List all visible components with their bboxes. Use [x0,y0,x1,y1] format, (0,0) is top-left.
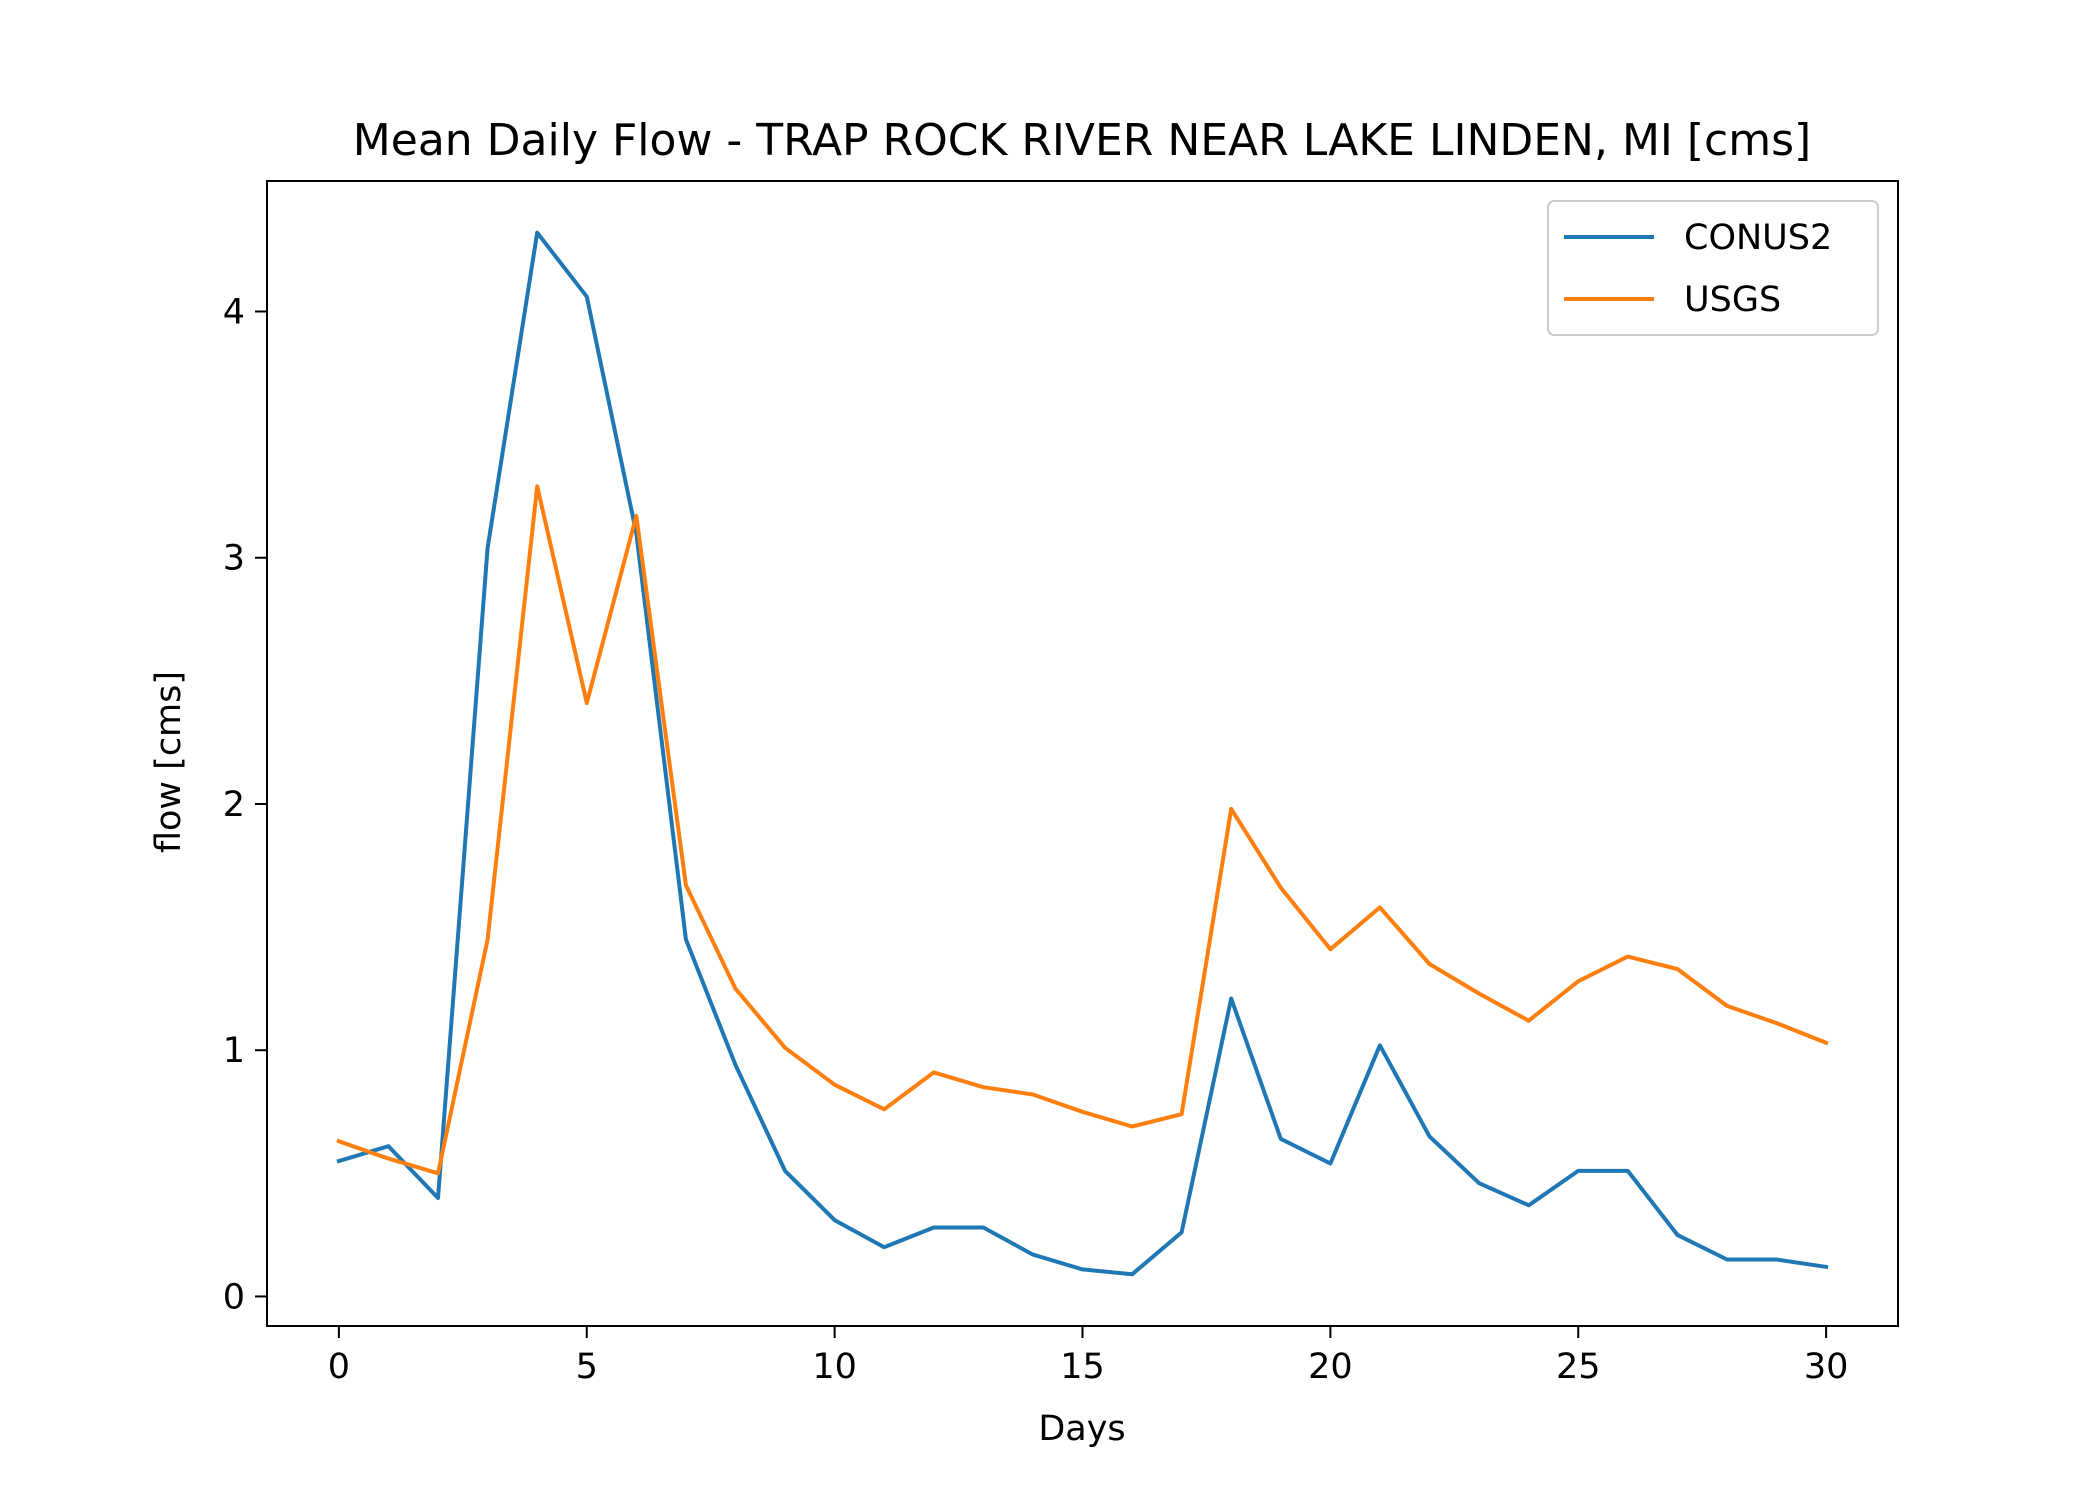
x-tick-label: 20 [1308,1347,1353,1387]
chart-title: Mean Daily Flow - TRAP ROCK RIVER NEAR L… [353,115,1811,166]
y-tick-label: 1 [223,1031,245,1071]
series-line-conus2 [336,230,1829,1277]
x-tick-label: 10 [812,1347,857,1387]
legend-box [1547,200,1879,336]
x-axis-label: Days [1038,1409,1125,1449]
y-tick-label: 0 [223,1277,245,1317]
x-axis: 0 5 10 15 20 25 30 [328,1326,1849,1387]
x-tick-label: 30 [1804,1347,1849,1387]
x-tick-label: 25 [1556,1347,1601,1387]
y-tick-label: 2 [223,785,245,825]
y-axis: 0 1 2 3 4 [223,293,267,1317]
x-tick-label: 5 [576,1347,598,1387]
legend-label-conus2: CONUS2 [1684,218,1832,258]
x-tick-label: 0 [328,1347,350,1387]
legend: CONUS2 USGS [1547,200,1879,336]
series-line-usgs [336,484,1829,1176]
y-tick-label: 3 [223,539,245,579]
series-layer [336,230,1829,1277]
x-tick-label: 15 [1060,1347,1105,1387]
y-tick-label: 4 [223,293,245,333]
legend-label-usgs: USGS [1684,280,1781,320]
y-axis-label: flow [cms] [149,671,189,853]
